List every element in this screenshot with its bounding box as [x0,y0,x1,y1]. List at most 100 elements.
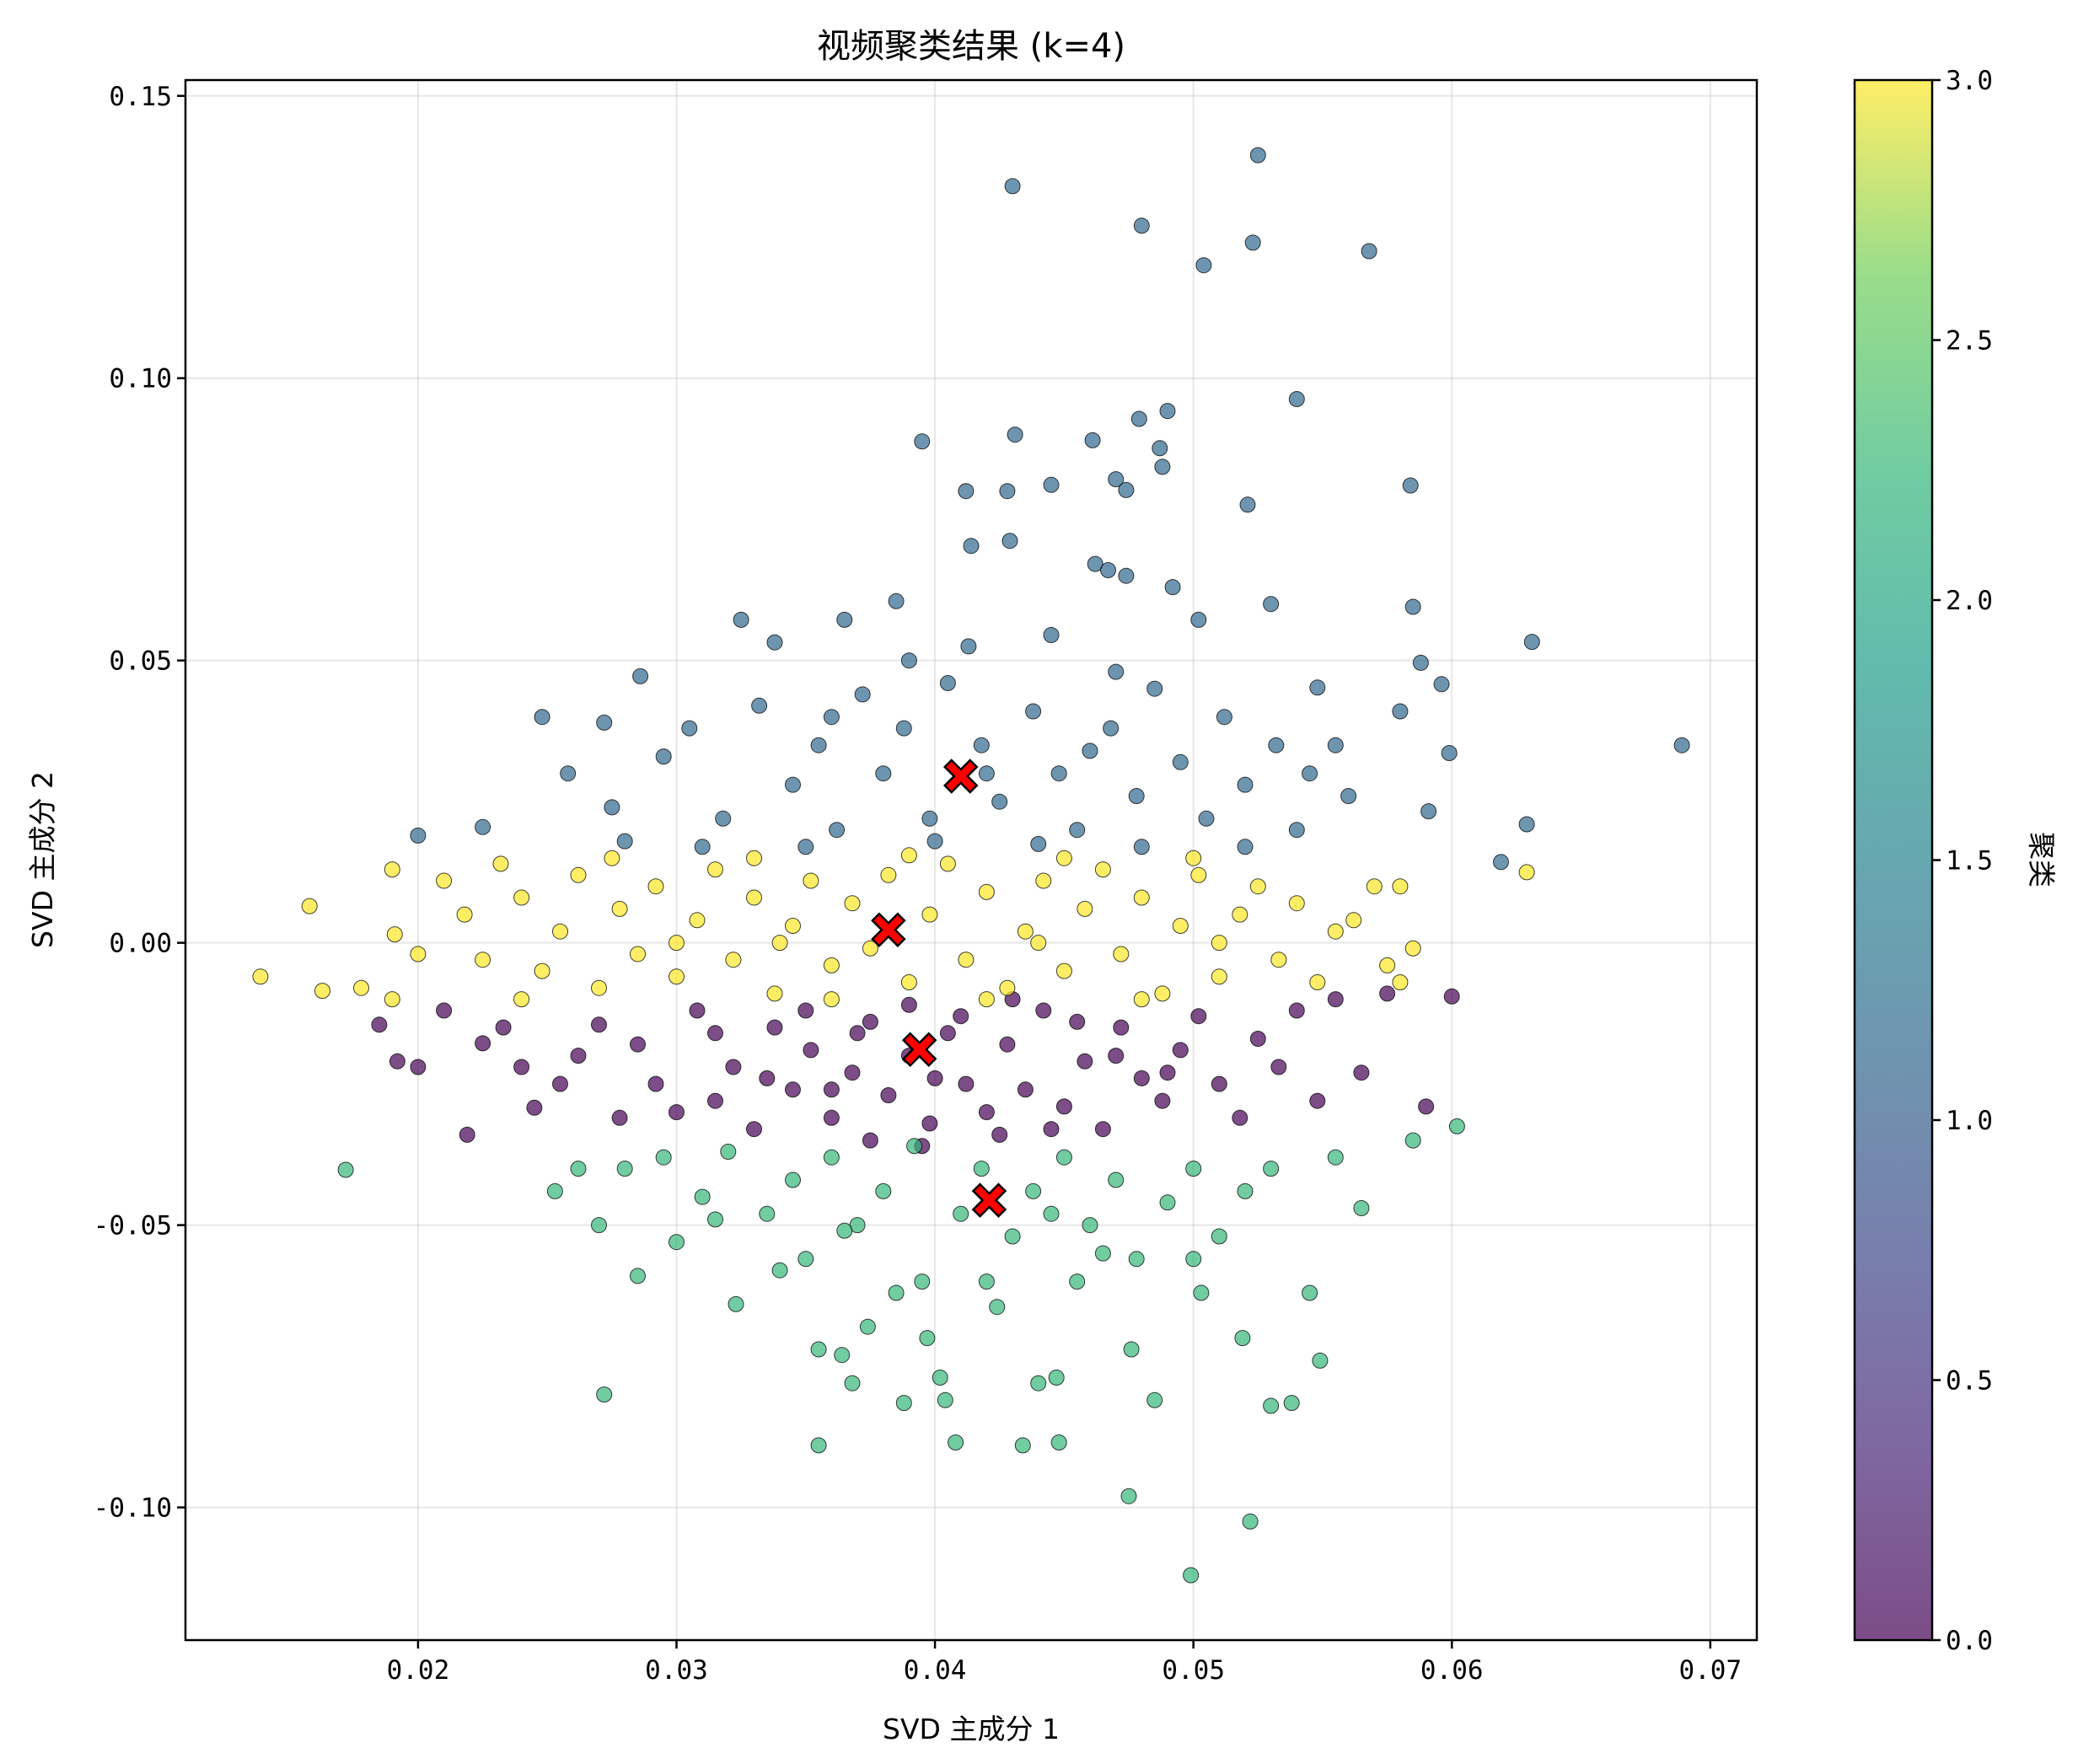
cluster-3-point [921,906,938,923]
cluster-3-point [725,952,742,968]
cluster-3-point [1232,906,1248,923]
cluster-2-point [1234,1330,1251,1347]
cluster-2-point [771,1262,788,1279]
x-tick-label: 0.03 [645,1655,708,1686]
cluster-0-point [844,1064,861,1081]
cluster-0-point [766,1019,783,1036]
cluster-1-point [1069,822,1086,839]
cluster-1-point [1152,440,1168,457]
cluster-2-point [932,1370,948,1386]
cluster-0-point [746,1121,762,1138]
cluster-3-point [475,952,491,968]
cluster-0-point [389,1053,405,1070]
cluster-0-point [669,1104,685,1121]
cluster-0-point [513,1059,530,1075]
cluster-3-point [604,850,620,866]
cluster-2-point [1082,1217,1098,1234]
cluster-2-point [888,1284,905,1301]
cluster-3-point [456,906,473,923]
cluster-1-point [991,793,1008,810]
cluster-3-point [978,883,995,900]
cluster-2-point [859,1318,876,1335]
cluster-2-point [1025,1182,1042,1199]
cluster-1-centroid [942,759,979,794]
cluster-1-point [1518,816,1535,833]
cluster-2-point [1242,1513,1259,1530]
cluster-2-point [834,1347,851,1364]
cluster-3-point [707,861,723,878]
cluster-3-point [689,912,706,929]
cluster-2-point [1055,1149,1072,1166]
cluster-3-point [1172,918,1189,934]
cluster-2-point [1030,1375,1047,1391]
cluster-1-point [715,810,732,827]
cluster-0-point [1172,1042,1189,1059]
cluster-1-point [1043,476,1060,493]
y-tick-label: 0.05 [109,646,172,677]
cluster-1-point [560,765,577,782]
cluster-0-point [1069,1013,1086,1030]
cluster-1-point [1030,835,1047,852]
cluster-0-point [707,1092,723,1109]
cluster-1-point [914,433,931,450]
cluster-3-point [1133,889,1150,906]
cluster-0-point [1270,1059,1287,1075]
cluster-3-point [1345,912,1362,929]
colorbar-tick-label: 2.0 [1946,586,1993,616]
cluster-3-point [746,850,762,866]
cluster-0-point [978,1104,995,1121]
cluster-0-point [630,1036,646,1053]
cluster-2-point [596,1386,613,1403]
cluster-1-point [836,611,853,628]
cluster-0-point [459,1126,475,1143]
cluster-3-point [630,946,646,962]
cluster-3-point [353,979,369,996]
cluster-0-point [495,1019,512,1036]
cluster-1-point [823,709,840,726]
cluster-3-point [1035,872,1052,889]
cluster-1-point [1007,426,1023,443]
x-tick-label: 0.06 [1420,1655,1484,1686]
cluster-2-point [1050,1434,1067,1450]
cluster-1-point [733,611,749,628]
cluster-3-point [570,866,587,883]
cluster-2-point [937,1391,953,1408]
cluster-2-point [1069,1273,1086,1290]
cluster-1-point [1198,810,1215,827]
cluster-1-point [1154,458,1171,475]
cluster-3-point [534,962,550,979]
cluster-2-point [823,1149,840,1166]
cluster-2-point [546,1182,563,1199]
cluster-1-point [1118,481,1135,498]
cluster-2-point [1146,1391,1163,1408]
cluster-1-point [616,833,633,850]
cluster-0-point [1133,1070,1150,1086]
cluster-2-point [1283,1395,1300,1412]
cluster-1-point [1239,496,1256,513]
cluster-1-point [1133,839,1150,855]
cluster-2-point [1312,1352,1329,1369]
cluster-3-point [1518,864,1535,881]
cluster-0-point [1108,1048,1125,1064]
cluster-0-point [1249,1031,1266,1047]
grid-lines [185,80,1757,1640]
cluster-2-point [953,1205,969,1222]
colorbar-tick-label: 3.0 [1946,66,1993,96]
cluster-3-point [1270,952,1287,968]
cluster-3-point [1327,923,1344,940]
cluster-2-point [797,1251,814,1268]
cluster-0-point [410,1059,427,1075]
cluster-2-point [836,1222,853,1239]
cluster-1-point [921,810,938,827]
cluster-2-point [1014,1437,1031,1454]
cluster-1-point [1361,243,1377,260]
cluster-2-point [875,1182,892,1199]
cluster-1-point [978,765,995,782]
cluster-2-point [1094,1245,1111,1262]
cluster-1-point [1103,720,1120,737]
cluster-0-point [1159,1064,1176,1081]
cluster-3-point [823,957,840,973]
cluster-1-point [1118,567,1135,584]
cluster-2-point [895,1395,912,1412]
